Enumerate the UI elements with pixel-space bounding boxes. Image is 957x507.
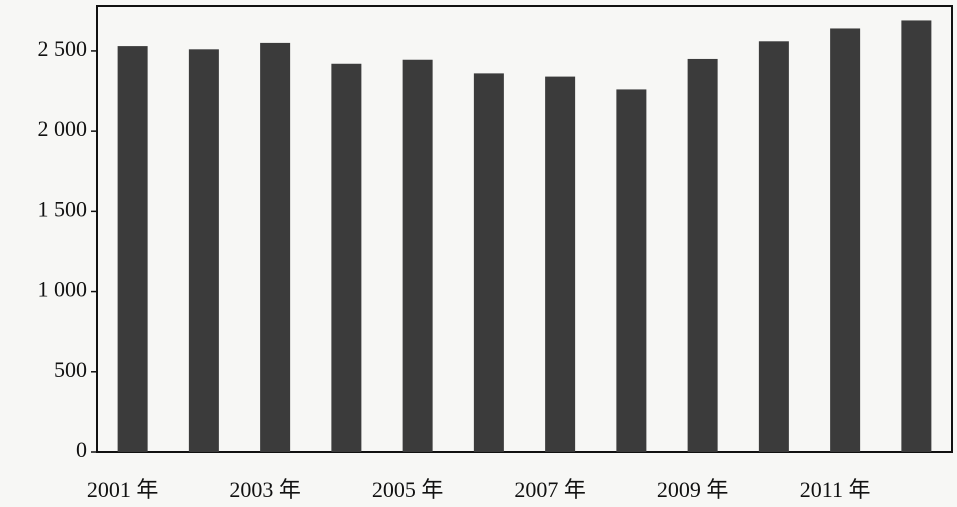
y-tick-label: 2 000 — [38, 116, 88, 141]
y-tick-label: 1 000 — [38, 277, 88, 302]
x-tick-label: 2001 年 — [87, 477, 159, 502]
y-tick-label: 1 500 — [38, 196, 88, 221]
bar — [545, 76, 576, 452]
bar — [901, 20, 932, 453]
bar — [687, 58, 718, 453]
x-tick-label: 2003 年 — [229, 477, 301, 502]
bar — [758, 41, 789, 453]
y-tick-label: 500 — [54, 357, 87, 382]
bar — [473, 73, 504, 453]
x-tick-label: 2007 年 — [514, 477, 586, 502]
bar — [188, 49, 219, 452]
bar — [117, 46, 148, 453]
bar — [830, 28, 861, 453]
x-tick-label: 2009 年 — [657, 477, 729, 502]
x-tick-label: 2005 年 — [372, 477, 444, 502]
bar — [402, 59, 433, 453]
bar — [331, 63, 362, 452]
bar — [260, 42, 291, 452]
y-tick-label: 0 — [76, 437, 87, 462]
bar — [616, 89, 647, 452]
plot-frame — [96, 5, 953, 453]
x-tick-label: 2011 年 — [800, 477, 871, 502]
y-tick-label: 2 500 — [38, 36, 88, 61]
